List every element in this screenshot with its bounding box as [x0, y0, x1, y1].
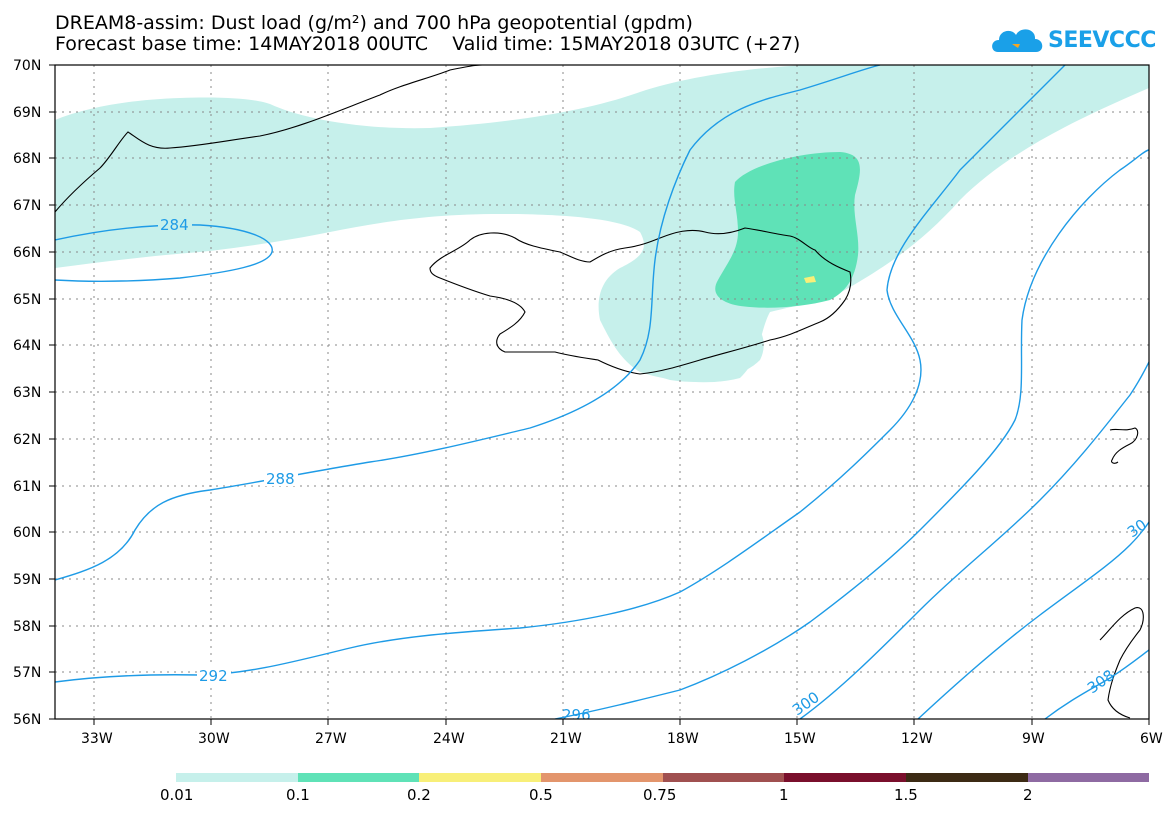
lat-label: 62N: [13, 432, 41, 448]
iceland-coast: [429, 227, 852, 375]
lon-label: 9W: [1022, 731, 1045, 747]
scotland-coast: [1099, 607, 1144, 719]
lat-label: 61N: [13, 479, 41, 495]
colorbar-label: 0.01: [160, 786, 193, 804]
lon-label: 33W: [81, 731, 113, 747]
greenland-coast: [55, 65, 490, 213]
lon-label: 30W: [198, 731, 230, 747]
colorbar-label: 0.5: [529, 786, 553, 804]
colorbar-label: 0.75: [643, 786, 676, 804]
lat-label: 56N: [13, 712, 41, 728]
contour-288: [55, 65, 881, 581]
colorbar-label: 2: [1023, 786, 1033, 804]
contour-label-308: 308: [1084, 666, 1118, 697]
contour-label-284: 284: [160, 216, 189, 234]
contour-308: [1044, 649, 1149, 719]
contour-296: [554, 149, 1149, 719]
map-title-line1: DREAM8-assim: Dust load (g/m²) and 700 h…: [55, 12, 693, 34]
lat-label: 70N: [13, 58, 41, 74]
colorbar-swatch: [541, 773, 663, 782]
colorbar-swatch: [176, 773, 298, 782]
lat-gridlines: [55, 111, 1149, 673]
colorbar-swatch: [1028, 773, 1149, 782]
lon-label: 24W: [433, 731, 465, 747]
lon-label: 6W: [1140, 731, 1163, 747]
contour-label-304: 30: [1124, 516, 1150, 542]
contour-304: [917, 521, 1149, 719]
contour-300: [799, 361, 1149, 719]
lon-label: 12W: [901, 731, 933, 747]
lat-label: 65N: [13, 292, 41, 308]
colorbar-label: 1: [779, 786, 789, 804]
contour-label-300: 300: [789, 688, 823, 719]
lat-label: 63N: [13, 385, 41, 401]
colorbar-swatch: [419, 773, 541, 782]
lat-axis-labels: 70N 69N 68N 67N 66N 65N 64N 63N 62N 61N …: [13, 58, 41, 728]
dust-area-low-se-patch: [600, 298, 764, 382]
contour-label-288: 288: [266, 470, 295, 488]
contour-label-292: 292: [199, 667, 228, 685]
lon-label: 27W: [315, 731, 347, 747]
lat-label: 66N: [13, 245, 41, 261]
contour-284: [55, 224, 273, 283]
contour-label-296: 296: [562, 706, 591, 724]
geopotential-contours: [55, 65, 1149, 719]
plot-area: 284 288 292 296 300 30 308: [55, 65, 1150, 724]
colorbar-label: 0.2: [407, 786, 431, 804]
lat-label: 64N: [13, 338, 41, 354]
contour-292: [55, 65, 1066, 683]
dust-area-low-north: [55, 65, 1149, 383]
lat-label: 57N: [13, 665, 41, 681]
lat-label: 68N: [13, 151, 41, 167]
lat-label: 60N: [13, 525, 41, 541]
seevccc-logo: SEEVCCC: [990, 22, 1156, 58]
lat-label: 67N: [13, 198, 41, 214]
colorbar-label: 1.5: [894, 786, 918, 804]
colorbar: 0.01 0.1 0.2 0.5 0.75 1 1.5 2: [160, 773, 1149, 804]
lon-label: 18W: [667, 731, 699, 747]
dust-area-mid: [715, 152, 860, 308]
colorbar-swatch: [663, 773, 784, 782]
lon-label: 15W: [784, 731, 816, 747]
colorbar-swatch: [298, 773, 419, 782]
lat-label: 69N: [13, 105, 41, 121]
lat-label: 58N: [13, 619, 41, 635]
dust-area-high: [804, 276, 816, 283]
cloud-icon: [992, 29, 1043, 52]
coastlines: [55, 65, 1144, 719]
lat-label: 59N: [13, 572, 41, 588]
faroe-shetland-coast: [1109, 427, 1139, 464]
colorbar-swatch: [784, 773, 906, 782]
lon-label: 21W: [550, 731, 582, 747]
map-title-line2: Forecast base time: 14MAY2018 00UTC Vali…: [55, 33, 801, 55]
tick-marks: [49, 64, 1150, 725]
colorbar-swatch: [906, 773, 1028, 782]
colorbar-label: 0.1: [286, 786, 310, 804]
lon-axis-labels: 33W 30W 27W 24W 21W 18W 15W 12W 9W 6W: [81, 731, 1163, 747]
logo-text: SEEVCCC: [1048, 28, 1156, 53]
